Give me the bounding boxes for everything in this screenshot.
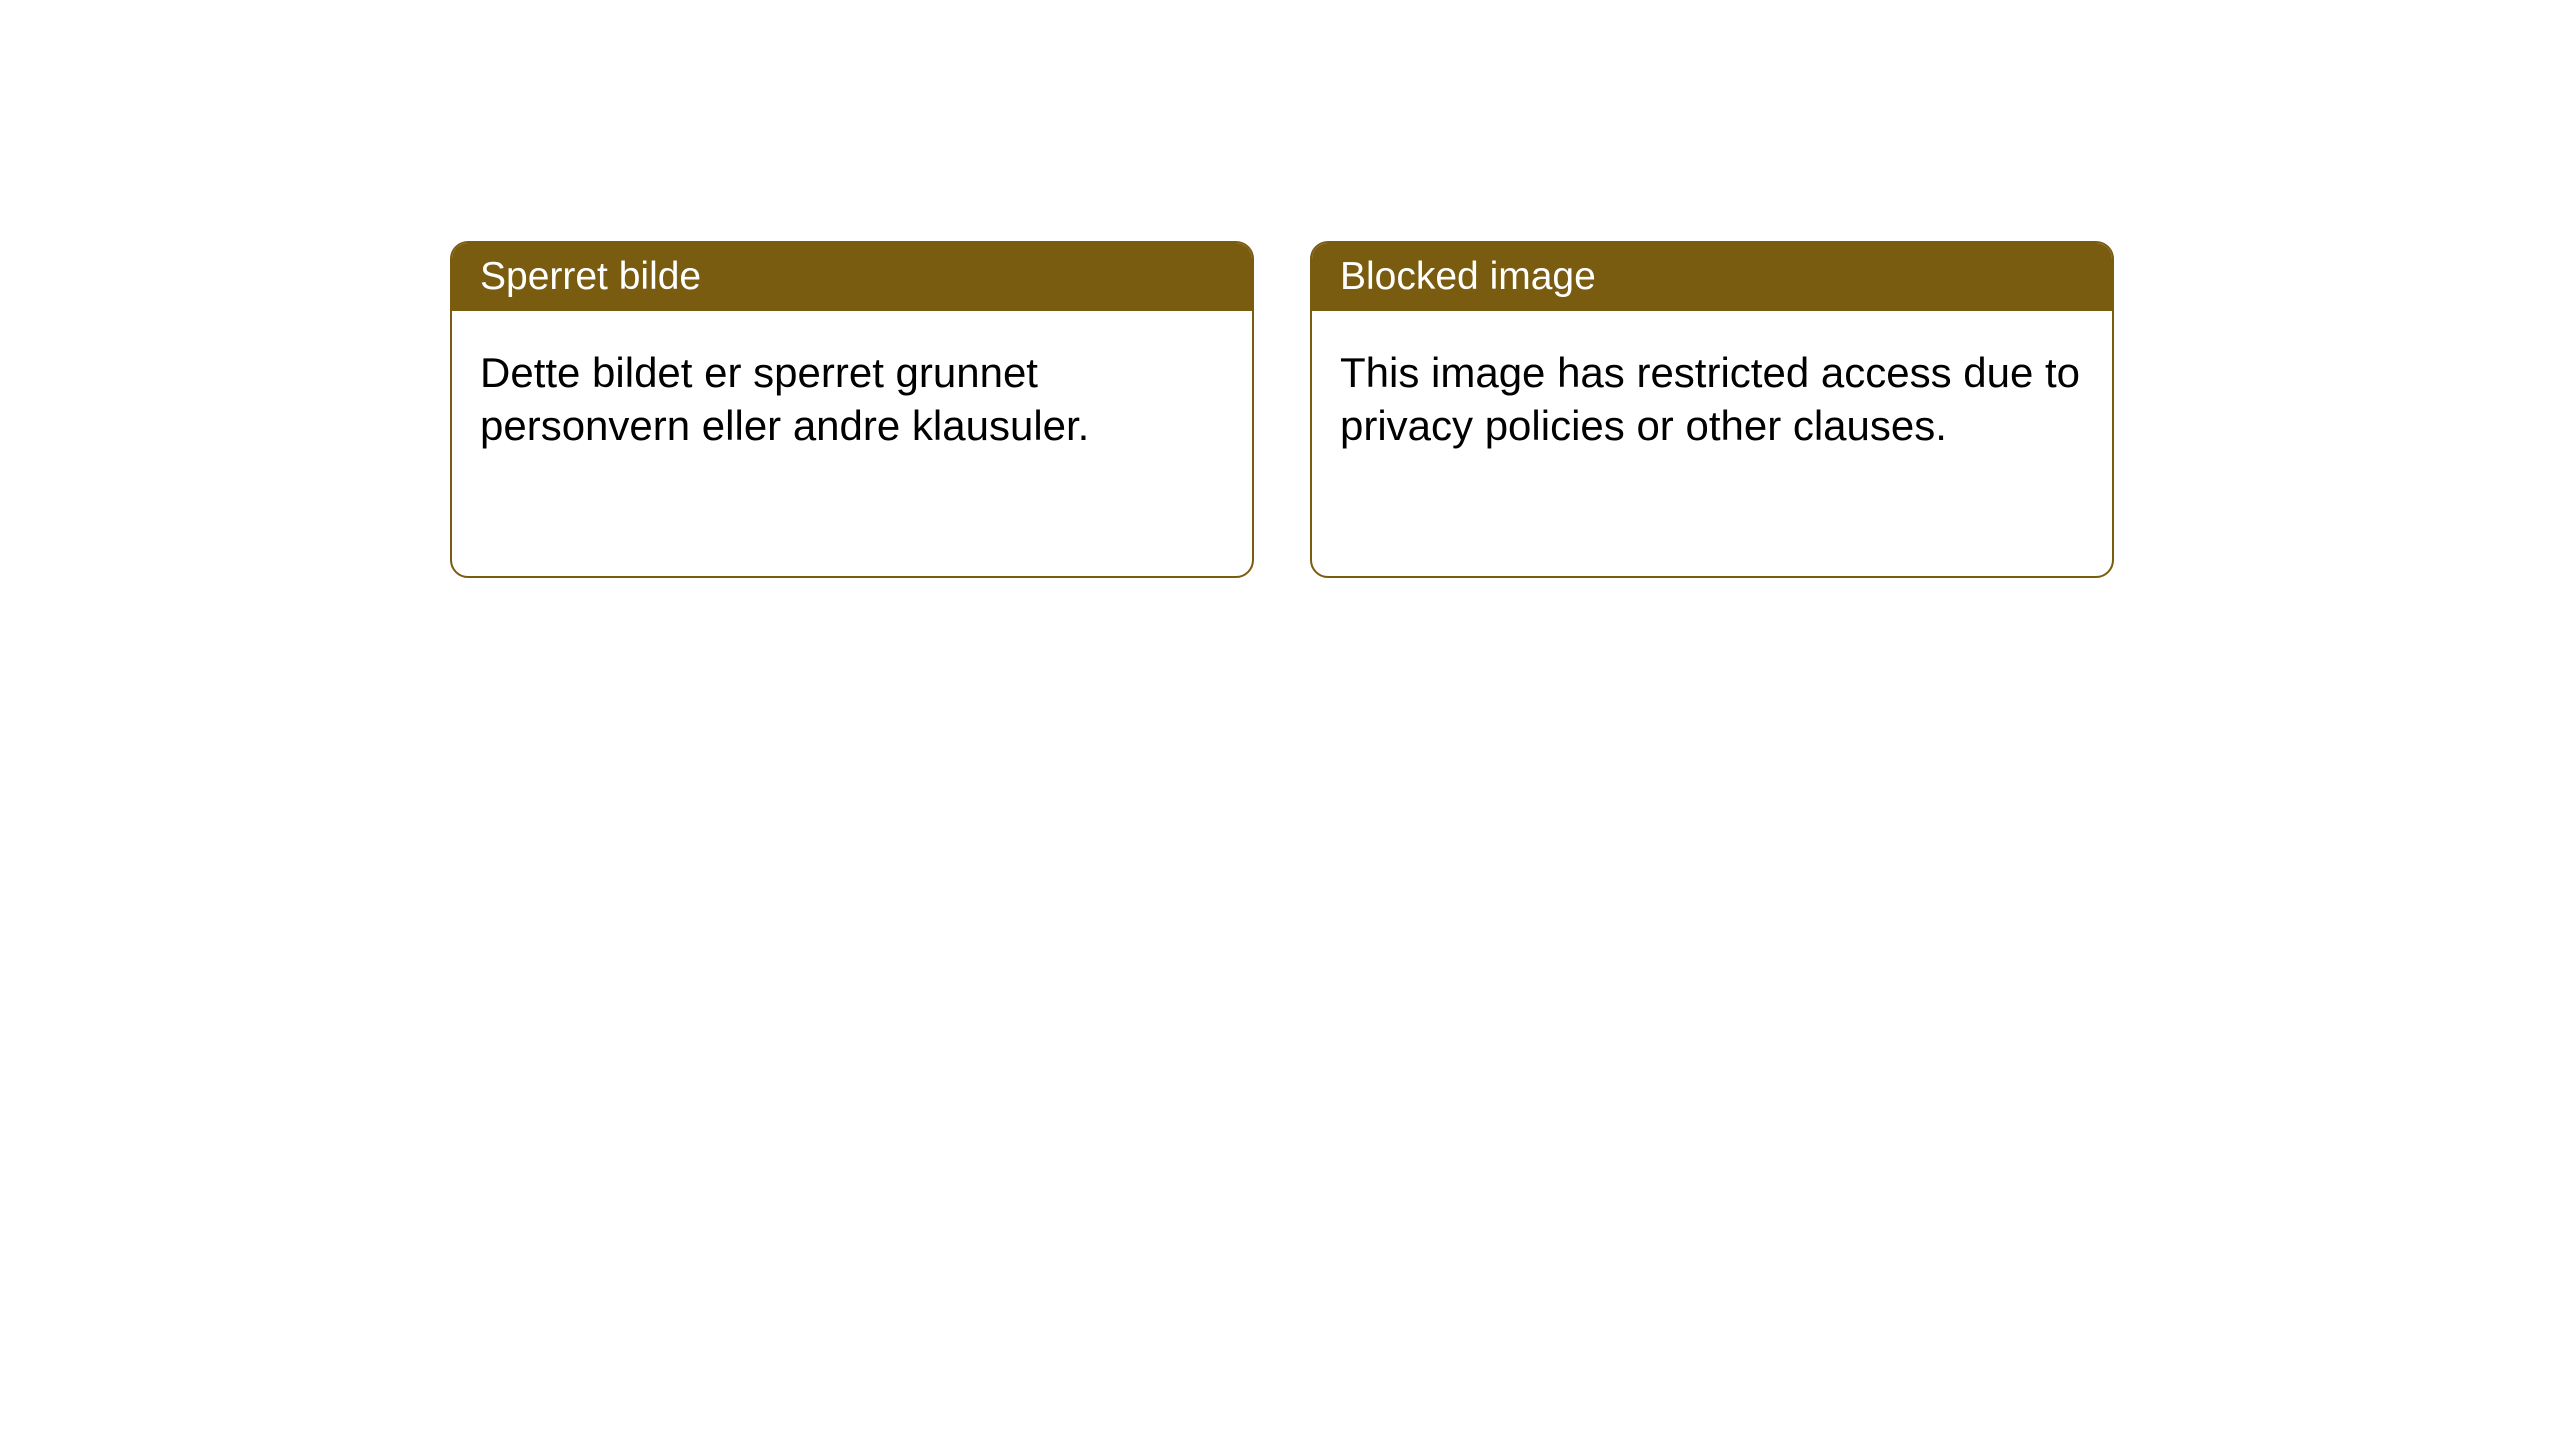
card-body: Dette bildet er sperret grunnet personve… bbox=[452, 311, 1252, 488]
card-title: Blocked image bbox=[1340, 255, 1596, 298]
notice-card-norwegian: Sperret bilde Dette bildet er sperret gr… bbox=[450, 241, 1254, 578]
card-body-text: This image has restricted access due to … bbox=[1340, 349, 2080, 449]
card-body-text: Dette bildet er sperret grunnet personve… bbox=[480, 349, 1089, 449]
card-header: Sperret bilde bbox=[452, 243, 1252, 311]
card-body: This image has restricted access due to … bbox=[1312, 311, 2112, 488]
card-title: Sperret bilde bbox=[480, 255, 701, 298]
notice-cards-container: Sperret bilde Dette bildet er sperret gr… bbox=[0, 0, 2560, 578]
notice-card-english: Blocked image This image has restricted … bbox=[1310, 241, 2114, 578]
card-header: Blocked image bbox=[1312, 243, 2112, 311]
